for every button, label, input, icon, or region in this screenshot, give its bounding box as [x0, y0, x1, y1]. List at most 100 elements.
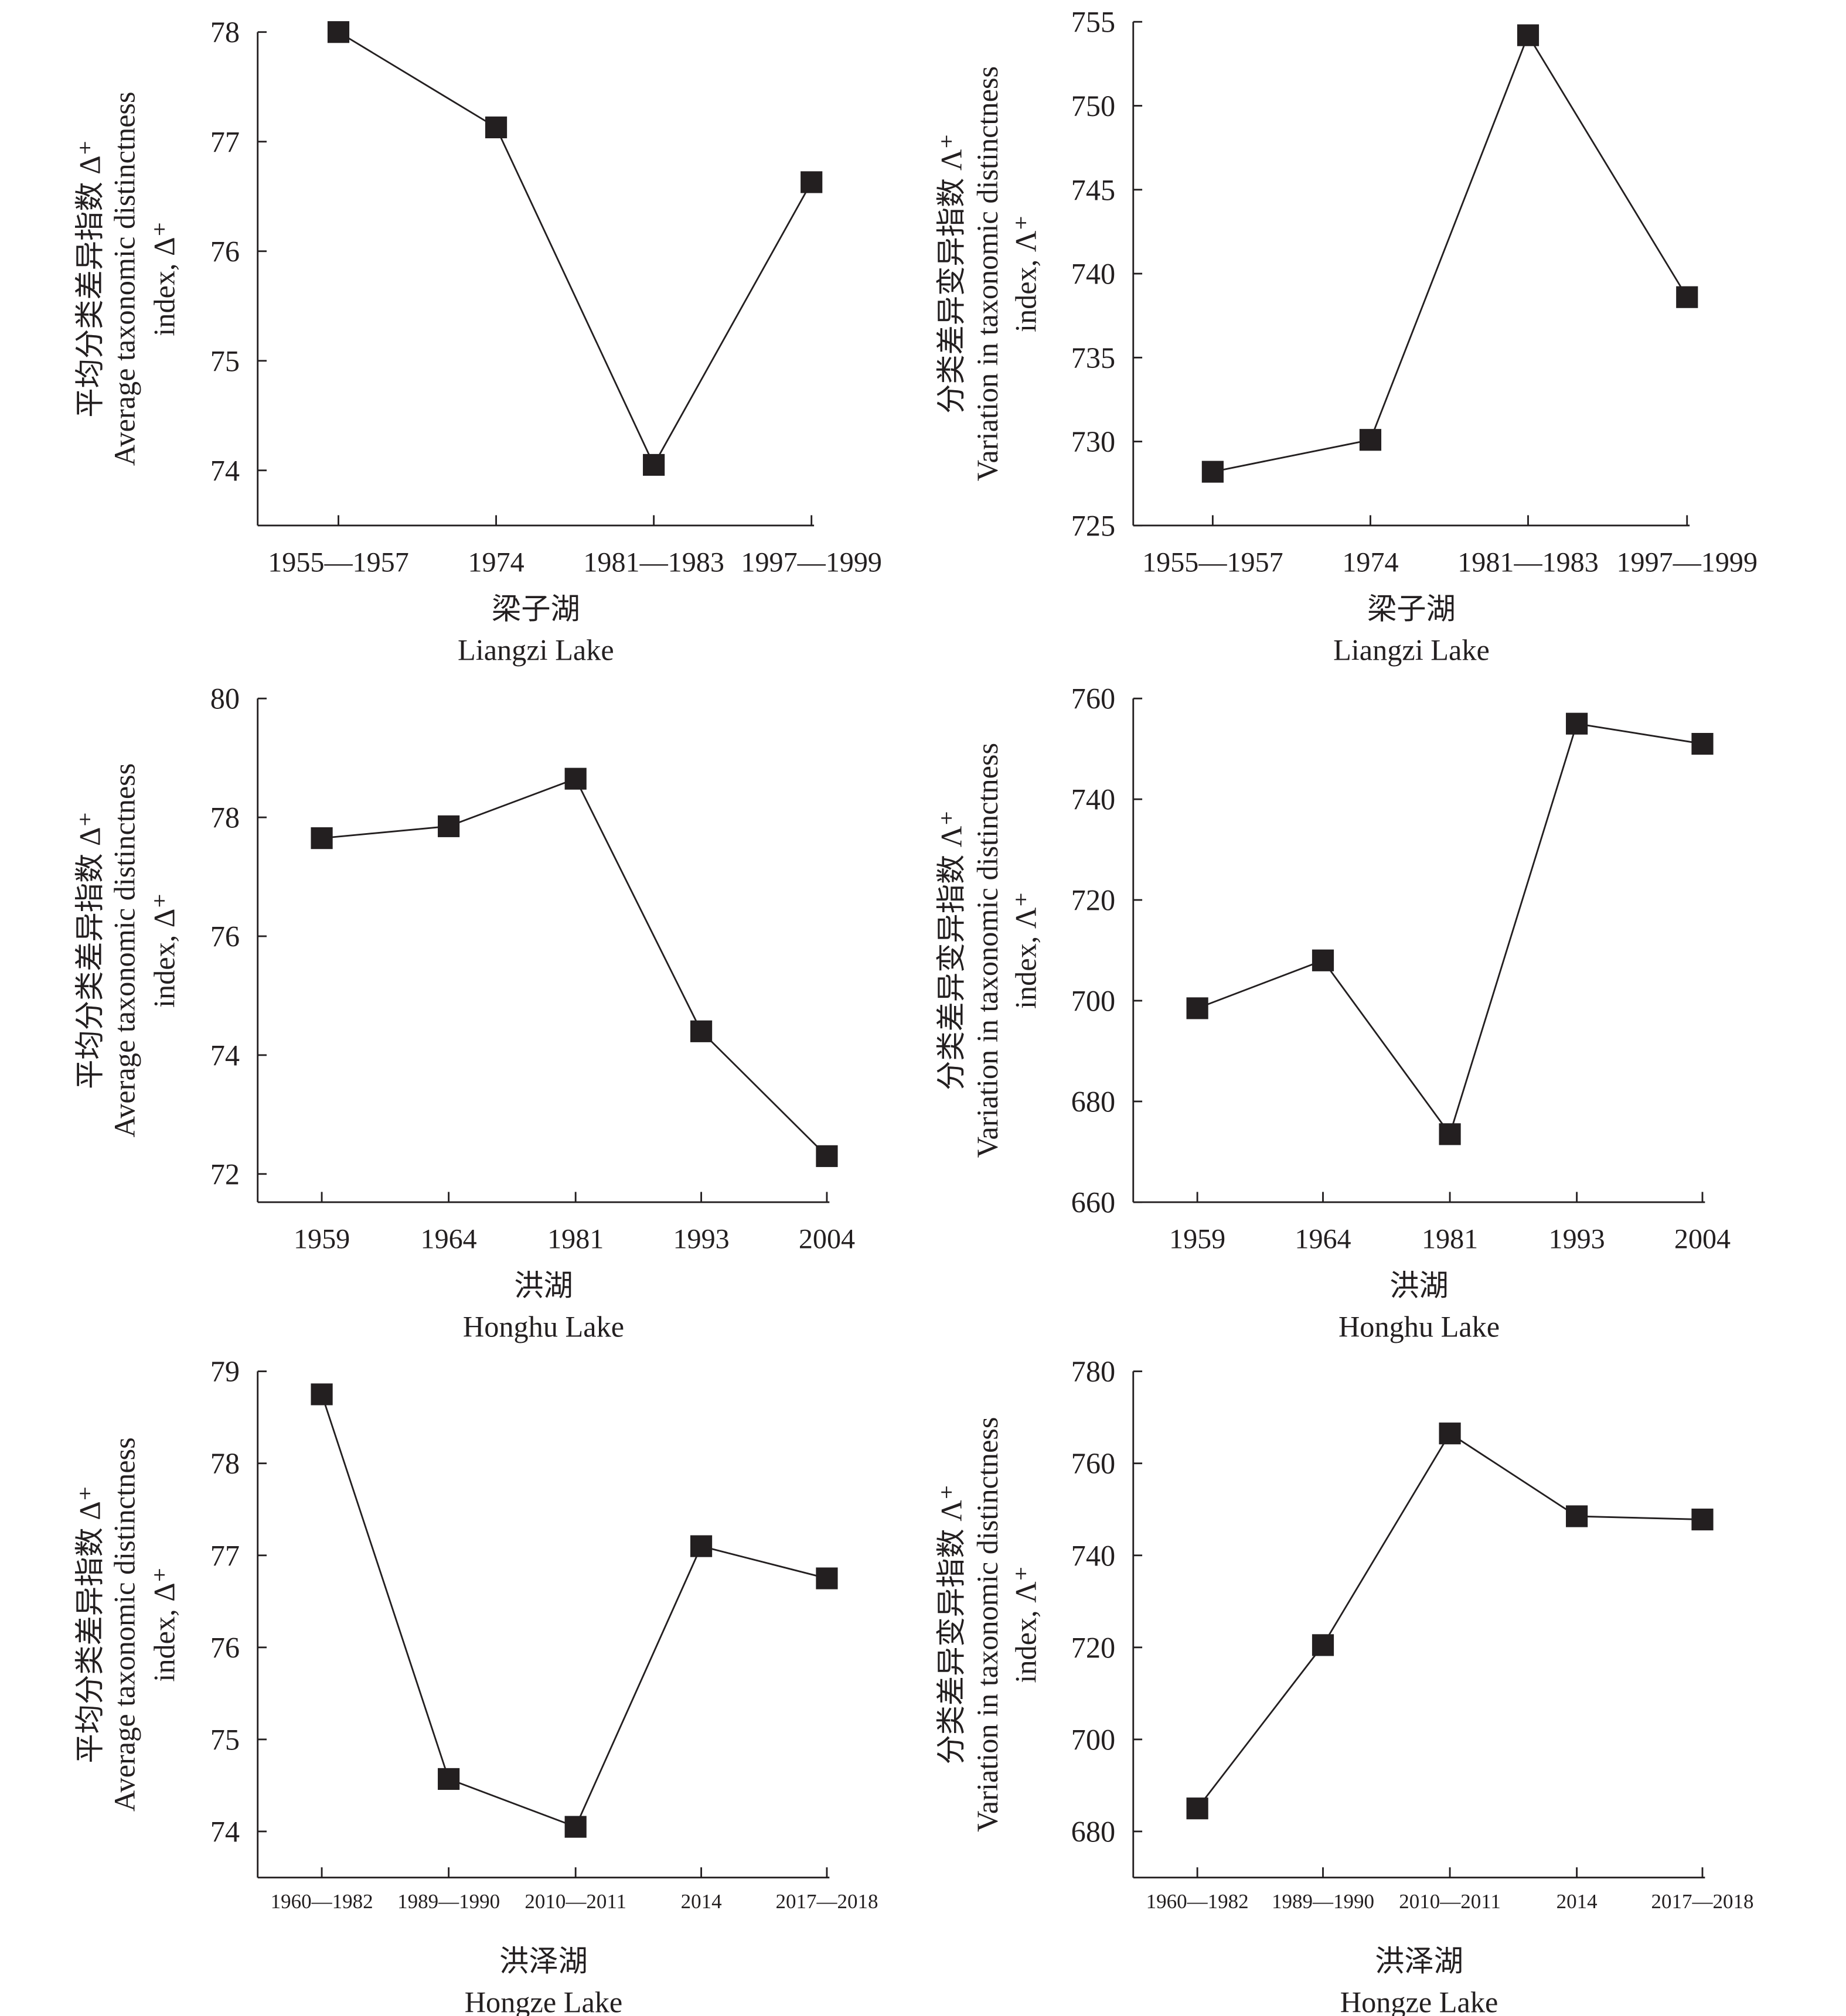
x-tick-label: 1981	[547, 1224, 604, 1255]
y-axis-label-en: Average taxonomic distinctness	[108, 1437, 141, 1812]
x-tick-label: 1955—1957	[268, 547, 409, 578]
x-tick-label: 1993	[673, 1224, 729, 1255]
lake-name-en: Honghu Lake	[463, 1311, 624, 1343]
data-point	[1186, 1797, 1208, 1820]
y-axis-label-cn: 分类差异变异指数 Λ⁺	[935, 134, 968, 414]
y-axis-label-index: index, Λ⁺	[1010, 892, 1043, 1009]
x-tick-label: 1959	[294, 1224, 350, 1255]
y-tick-label: 740	[1071, 1539, 1115, 1572]
series-line	[321, 777, 827, 1157]
data-point	[1312, 949, 1334, 971]
data-point	[1566, 712, 1588, 735]
x-tick-label: 1981—1983	[1457, 547, 1599, 578]
y-tick-label: 760	[1071, 1447, 1115, 1480]
lake-name-en: Liangzi Lake	[1333, 634, 1490, 667]
y-axis-label-en: Variation in taxonomic distinctness	[971, 66, 1004, 481]
y-tick-label: 76	[210, 1631, 240, 1664]
y-tick-label: 720	[1071, 884, 1115, 917]
y-tick-label: 78	[210, 801, 240, 834]
y-tick-label: 80	[210, 683, 240, 715]
lake-name-cn: 梁子湖	[1367, 593, 1456, 626]
x-tick-label: 1964	[421, 1224, 477, 1255]
y-axis-label-index: index, Δ⁺	[148, 1567, 181, 1682]
x-tick-label: 2004	[799, 1224, 855, 1255]
y-tick-label: 78	[210, 1447, 240, 1480]
y-axis-label-en: Variation in taxonomic distinctness	[971, 743, 1004, 1158]
x-tick-label: 1959	[1169, 1224, 1225, 1255]
y-tick-label: 745	[1071, 173, 1115, 206]
y-tick-label: 75	[210, 344, 240, 377]
y-tick-label: 74	[210, 1039, 240, 1072]
data-point	[1517, 24, 1540, 46]
lake-name-en: Hongze Lake	[465, 1986, 623, 2016]
y-axis-label-en: Average taxonomic distinctness	[108, 91, 141, 466]
data-point	[1439, 1123, 1461, 1145]
y-tick-label: 755	[1071, 6, 1115, 39]
y-axis-label-index: index, Δ⁺	[148, 221, 181, 336]
data-point	[816, 1145, 838, 1167]
lake-name-en: Liangzi Lake	[458, 634, 614, 667]
y-tick-label: 760	[1071, 683, 1115, 715]
y-tick-label: 75	[210, 1723, 240, 1756]
chart-panel-2: 725 730 735 740 745 750 755 1955—1957 1974 1981—1…	[935, 6, 1758, 667]
data-point	[1359, 429, 1382, 451]
x-tick-label: 2017—2018	[775, 1890, 878, 1913]
series-line	[1212, 33, 1688, 473]
data-point	[1676, 286, 1698, 308]
y-axis-label-cn: 平均分类差异指数 Δ⁺	[74, 811, 107, 1089]
data-point	[816, 1567, 838, 1589]
y-tick-label: 700	[1071, 985, 1115, 1018]
y-tick-label: 740	[1071, 783, 1115, 816]
chart-panel-5: 74 75 76 77 78 79 1960—1982 1989—1990 2010—2011 2…	[74, 1355, 878, 2016]
x-tick-label: 1960—1982	[271, 1890, 373, 1913]
chart-panel-3: 72 74 76 78 80 1959 1964 1981 1993 2004 洪湖 Honghu L…	[74, 683, 855, 1343]
y-tick-label: 74	[210, 454, 240, 487]
y-tick-label: 76	[210, 235, 240, 268]
data-point	[485, 116, 508, 139]
data-point	[1566, 1505, 1588, 1527]
x-tick-label: 1997—1999	[741, 547, 882, 578]
data-point	[690, 1020, 713, 1042]
lake-name-cn: 梁子湖	[492, 593, 580, 626]
data-point	[564, 767, 587, 790]
y-tick-label: 77	[210, 1539, 240, 1572]
x-tick-label: 1974	[468, 547, 524, 578]
series-line	[338, 31, 812, 467]
chart-panel-4: 660 680 700 720 740 760 1959 1964 1981 1993 2004 洪湖…	[935, 683, 1731, 1343]
y-axis-label-en: Average taxonomic distinctness	[108, 763, 141, 1138]
y-tick-label: 730	[1071, 425, 1115, 458]
y-tick-label: 72	[210, 1158, 240, 1191]
y-tick-label: 74	[210, 1815, 240, 1848]
data-point	[801, 171, 823, 193]
lake-name-cn: 洪湖	[514, 1270, 573, 1302]
x-tick-label: 1997—1999	[1616, 547, 1758, 578]
x-tick-label: 1981	[1422, 1224, 1478, 1255]
y-axis-label-index: index, Δ⁺	[148, 893, 181, 1008]
y-axis-label-cn: 平均分类差异指数 Δ⁺	[74, 140, 107, 418]
x-tick-label: 1960—1982	[1146, 1890, 1249, 1913]
y-tick-label: 680	[1071, 1085, 1115, 1118]
y-axis-label-index: index, Λ⁺	[1010, 1566, 1043, 1683]
lake-name-en: Hongze Lake	[1340, 1986, 1498, 2016]
y-tick-label: 780	[1071, 1355, 1115, 1388]
data-point	[438, 815, 460, 837]
y-tick-label: 720	[1071, 1631, 1115, 1664]
y-tick-label: 750	[1071, 90, 1115, 122]
x-tick-label: 1993	[1549, 1224, 1605, 1255]
x-tick-label: 1955—1957	[1142, 547, 1283, 578]
x-tick-label: 2014	[1557, 1890, 1598, 1913]
y-tick-label: 78	[210, 16, 240, 49]
data-point	[327, 21, 350, 43]
x-tick-label: 2017—2018	[1651, 1890, 1754, 1913]
series-line	[321, 1394, 827, 1828]
y-axis-label-cn: 分类差异变异指数 Λ⁺	[935, 810, 968, 1090]
data-point	[311, 1383, 333, 1406]
data-point	[1691, 1508, 1714, 1531]
data-point	[1691, 732, 1714, 755]
x-tick-label: 2004	[1674, 1224, 1731, 1255]
y-tick-label: 76	[210, 920, 240, 953]
x-tick-label: 1964	[1295, 1224, 1351, 1255]
y-tick-label: 660	[1071, 1186, 1115, 1219]
y-tick-label: 77	[210, 125, 240, 158]
